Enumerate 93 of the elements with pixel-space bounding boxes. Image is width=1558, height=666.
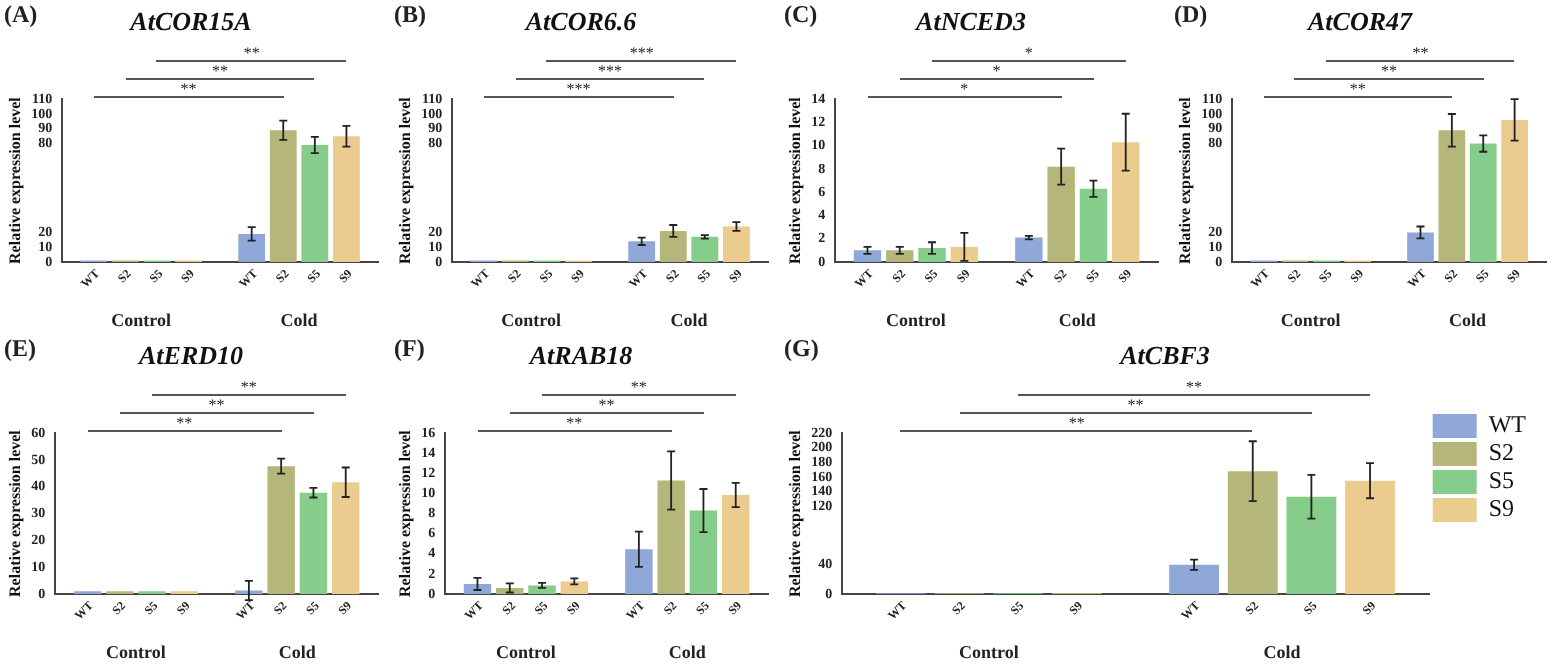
bar [1079,188,1108,262]
bar [722,495,750,594]
x-tick-label: Control [106,641,167,662]
bar [299,492,328,594]
x-tick-label: Control [958,641,1020,662]
bar [1047,166,1075,262]
y-axis-title: Relative expression level [1175,95,1194,264]
legend-label: S2 [1488,438,1515,467]
bar [1286,496,1337,594]
text: (B) [394,0,426,29]
bar [1501,119,1528,262]
legend-label: WT [1488,410,1528,439]
bar [1438,130,1466,262]
significance-bracket: *** [515,61,705,80]
significance-bracket: * [867,79,1062,98]
significance-bracket: ** [542,377,736,396]
bar [853,250,882,262]
text: (C) [784,0,818,29]
text: (E) [4,334,36,363]
y-axis-title: Relative expression level [5,95,24,264]
significance-bracket: ** [1018,377,1370,396]
bar [1407,232,1434,262]
x-tick-label: Control [886,309,947,330]
chart-title: AtCOR6.6 [523,6,638,37]
bar [918,248,946,262]
bar [628,241,656,262]
text: (A) [4,0,38,29]
legend-label: S9 [1488,494,1515,523]
bar [657,480,685,594]
bar [238,233,266,262]
significance-bracket: ** [900,413,1253,432]
bar [463,583,492,594]
x-tick-label: Control [496,641,557,662]
bar [267,466,295,594]
bar [659,230,687,262]
bar [1227,471,1278,594]
chart-title: AtCBF3 [1118,340,1211,371]
significance-bracket: * [932,43,1126,62]
y-axis-title: Relative expression level [395,428,414,597]
y-axis-title: Relative expression level [395,95,414,264]
bar [689,510,718,594]
bar [1169,564,1220,594]
x-tick-label: Control [501,309,562,330]
bar [333,136,360,262]
significance-bracket: ** [152,377,346,396]
bar [1345,480,1395,594]
y-axis-title: Relative expression level [785,95,804,264]
bar [1112,142,1140,262]
significance-bracket: ** [125,61,315,80]
chart-title: AtERD10 [136,340,245,371]
significance-bracket: ** [1326,43,1515,62]
text: (D) [1174,0,1208,29]
bar [886,250,914,262]
y-axis-title: Relative expression level [785,428,804,597]
significance-bracket: ** [477,413,672,432]
significance-bracket: *** [483,79,674,98]
x-tick-label: Cold [1263,641,1301,662]
x-tick-label: Control [1280,309,1342,330]
significance-bracket: ** [1294,61,1484,80]
chart-title: AtRAB18 [527,340,634,371]
significance-bracket: * [899,61,1094,80]
x-tick-label: Cold [278,641,316,662]
x-tick-label: Cold [670,309,708,330]
bar [301,145,329,262]
bar [691,236,719,262]
x-tick-label: Control [111,309,172,330]
significance-bracket: ** [156,43,347,62]
significance-bracket: ** [87,413,282,432]
bar [332,482,360,594]
bar [1469,143,1497,262]
bar [528,585,556,594]
chart-title: AtNCED3 [914,6,1027,37]
significance-bracket: *** [546,43,737,62]
significance-bracket: ** [509,395,704,414]
significance-bracket: ** [93,79,284,98]
x-tick-label: Cold [1449,309,1487,330]
x-tick-label: Cold [280,309,318,330]
x-tick-label: Cold [668,641,706,662]
significance-bracket: ** [119,395,314,414]
x-tick-label: Cold [1058,309,1096,330]
chart-title: AtCOR47 [1305,6,1414,37]
bar [560,581,589,594]
bar [723,226,750,262]
significance-bracket: ** [959,395,1312,414]
text: (G) [784,334,819,363]
significance-bracket: ** [1263,79,1452,98]
bar [269,130,297,262]
y-axis-title: Relative expression level [5,428,24,597]
bar [1015,237,1043,262]
text: (F) [394,334,425,363]
bar [625,549,653,594]
legend-label: S5 [1488,466,1515,495]
chart-title: AtCOR15A [128,6,253,37]
